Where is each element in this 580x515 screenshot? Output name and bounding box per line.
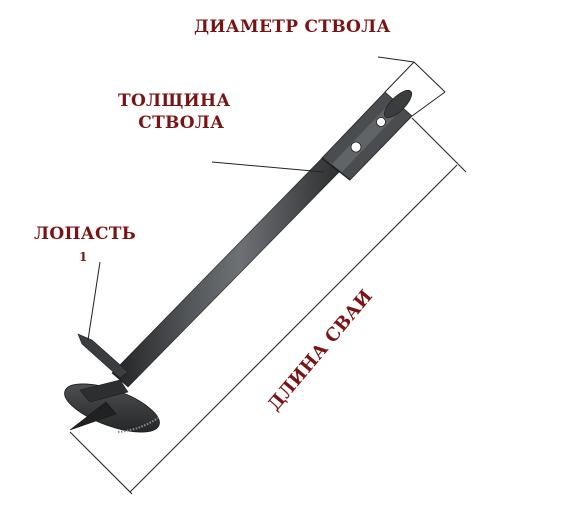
blade-label: ЛОПАСТЬ [34, 224, 137, 244]
pile-head-top [383, 89, 413, 119]
diameter-label: ДИАМЕТР СТВОЛА [194, 17, 391, 37]
pile-head-seam [321, 157, 351, 181]
diameter-dimension [377, 56, 446, 117]
blade-number-label: 1 [79, 250, 88, 264]
thickness-label: ТОЛЩИНА СТВОЛА [118, 90, 231, 134]
pile-blade-serration [117, 417, 159, 433]
pile-hole-upper [376, 117, 386, 127]
thickness-label-line2: СТВОЛА [138, 113, 225, 133]
thickness-leader-line [211, 161, 325, 173]
pile-blade-fin [77, 333, 129, 379]
length-dimension [69, 117, 467, 495]
pile [64, 89, 413, 433]
pile-tip [69, 401, 117, 431]
blade-leader-line [87, 261, 101, 341]
thickness-label-line1: ТОЛЩИНА [118, 91, 231, 111]
pile-blade-edge [79, 379, 129, 403]
pile-hole-lower [350, 141, 362, 153]
pile-head-highlight [332, 100, 403, 172]
